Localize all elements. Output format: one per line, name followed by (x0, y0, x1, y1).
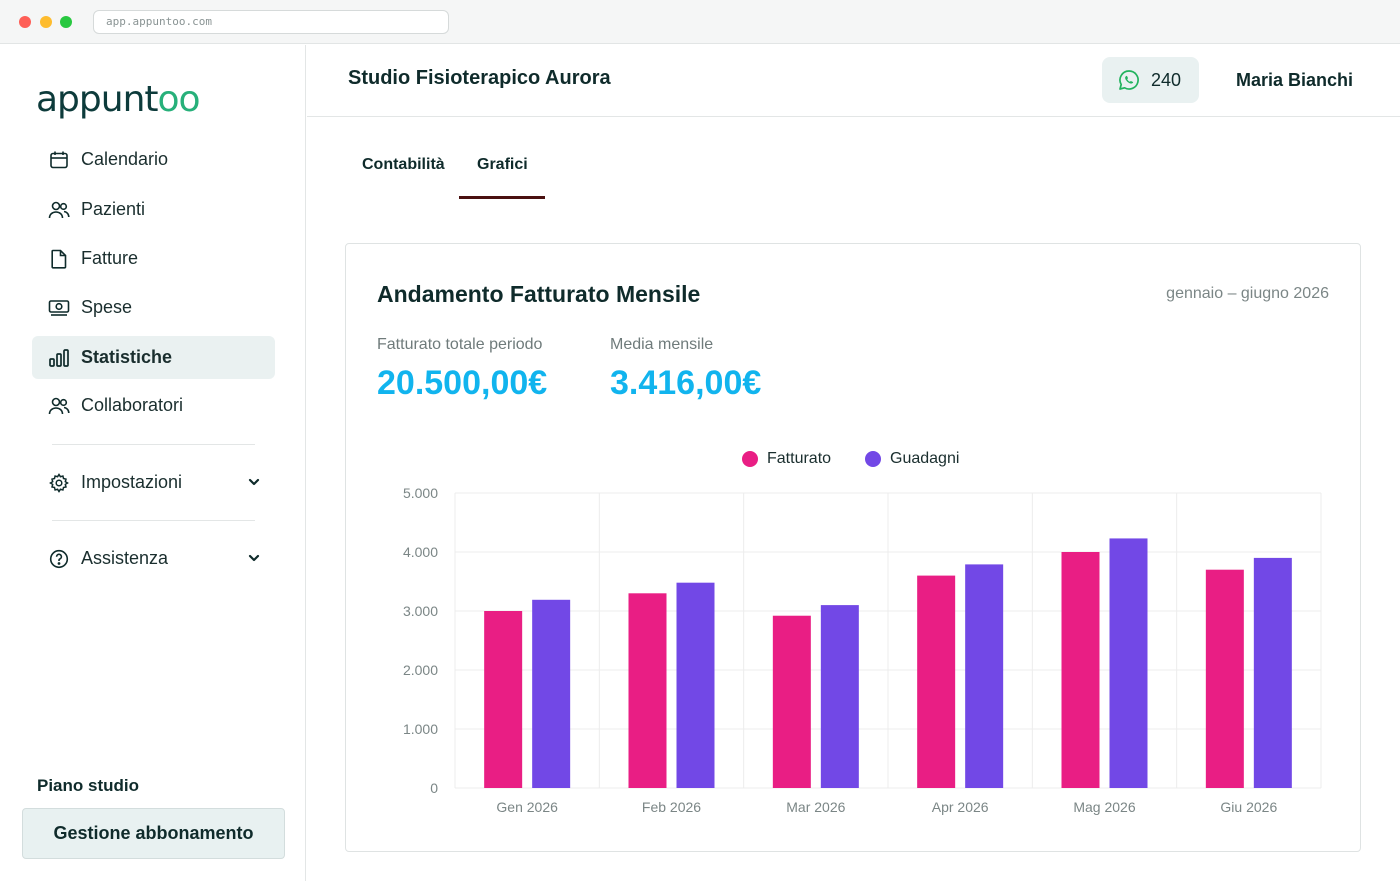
window-maximize-button[interactable] (60, 16, 72, 28)
help-icon (48, 548, 70, 570)
users-icon (48, 199, 70, 221)
kpi-total-value: 20.500,00€ (377, 364, 548, 402)
bar-fatturato (772, 615, 811, 788)
legend-swatch (865, 451, 881, 467)
x-tick-label: Apr 2026 (932, 799, 989, 815)
sidebar-item-label: Pazienti (81, 199, 146, 219)
sidebar-divider (52, 444, 255, 445)
kpi-total-label: Fatturato totale periodo (377, 336, 543, 353)
sidebar-item-label: Assistenza (81, 548, 169, 568)
x-tick-label: Mar 2026 (786, 799, 845, 815)
top-header: Studio Fisioterapico Aurora 240 Maria Bi… (307, 45, 1400, 117)
users-icon (48, 395, 70, 417)
browser-chrome: app.appuntoo.com (0, 0, 1400, 44)
tab-grafici[interactable]: Grafici (477, 156, 528, 173)
revenue-chart-card: Andamento Fatturato Mensile gennaio – gi… (345, 243, 1361, 852)
card-title: Andamento Fatturato Mensile (377, 281, 701, 307)
cash-icon (48, 297, 70, 319)
kpi-average-label: Media mensile (610, 336, 714, 353)
sidebar-item-label: Impostazioni (81, 472, 183, 492)
chevron-down-icon[interactable] (245, 549, 263, 567)
sidebar-item-label: Collaboratori (81, 395, 184, 415)
window-close-button[interactable] (19, 16, 31, 28)
bar-guadagni (1253, 557, 1292, 788)
sidebar-item-fatture[interactable]: Fatture (32, 237, 275, 280)
document-icon (48, 248, 70, 270)
sidebar-item-label: Statistiche (81, 347, 173, 367)
bar-guadagni (820, 605, 859, 788)
address-bar[interactable]: app.appuntoo.com (93, 10, 449, 34)
date-range: gennaio – giugno 2026 (1166, 285, 1329, 302)
sidebar: appuntoo Calendario Pazienti Fatture Spe… (0, 45, 306, 881)
sidebar-item-label: Calendario (81, 149, 169, 169)
studio-name: Studio Fisioterapico Aurora (348, 67, 611, 89)
user-menu[interactable]: Maria Bianchi (1236, 70, 1354, 90)
bar-fatturato (628, 593, 667, 788)
legend-item-guadagni[interactable]: Guadagni (865, 450, 959, 468)
active-tab-indicator (459, 196, 545, 199)
chevron-down-icon[interactable] (245, 473, 263, 491)
sidebar-item-assistenza[interactable]: Assistenza (32, 537, 275, 580)
y-tick-label: 4.000 (403, 544, 438, 560)
x-tick-label: Feb 2026 (642, 799, 701, 815)
sidebar-item-label: Fatture (81, 248, 139, 268)
y-tick-label: 1.000 (403, 721, 438, 737)
legend-swatch (742, 451, 758, 467)
bar-fatturato (1205, 569, 1244, 788)
whatsapp-credits-button[interactable]: 240 (1102, 57, 1199, 103)
y-tick-label: 5.000 (403, 485, 438, 501)
bar-fatturato (1061, 552, 1100, 788)
bar-guadagni (676, 582, 715, 788)
sidebar-item-label: Spese (81, 297, 133, 317)
whatsapp-count: 240 (1151, 69, 1182, 90)
window-minimize-button[interactable] (40, 16, 52, 28)
bar-chart-icon (48, 347, 70, 369)
kpi-average-value: 3.416,00€ (610, 364, 762, 402)
sidebar-divider (52, 520, 255, 521)
legend-item-fatturato[interactable]: Fatturato (742, 450, 831, 468)
bar-guadagni (965, 564, 1004, 788)
y-tick-label: 0 (430, 780, 438, 796)
y-tick-label: 2.000 (403, 662, 438, 678)
bar-guadagni (1109, 538, 1148, 788)
tab-contabilita[interactable]: Contabilità (362, 156, 445, 173)
sidebar-item-impostazioni[interactable]: Impostazioni (32, 461, 275, 504)
bar-chart: 0 1.000 2.000 3.000 4.000 5.000 Gen 2026 Feb 20… (403, 485, 1322, 815)
gear-icon (48, 472, 70, 494)
x-tick-label: Giu 2026 (1220, 799, 1277, 815)
x-tick-label: Gen 2026 (496, 799, 558, 815)
sidebar-item-calendario[interactable]: Calendario (32, 138, 275, 181)
plan-label: Piano studio (37, 776, 139, 795)
sidebar-item-statistiche[interactable]: Statistiche (32, 336, 275, 379)
sidebar-item-pazienti[interactable]: Pazienti (32, 188, 275, 231)
manage-subscription-button[interactable]: Gestione abbonamento (22, 808, 285, 859)
sidebar-item-collaboratori[interactable]: Collaboratori (32, 384, 275, 427)
calendar-icon (48, 149, 70, 171)
whatsapp-icon (1119, 70, 1139, 90)
sidebar-item-spese[interactable]: Spese (32, 286, 275, 329)
bar-fatturato (484, 611, 523, 788)
x-tick-label: Mag 2026 (1073, 799, 1135, 815)
y-tick-label: 3.000 (403, 603, 438, 619)
bar-fatturato (917, 575, 956, 788)
legend-label: Guadagni (890, 450, 960, 467)
bar-guadagni (532, 599, 571, 788)
legend-label: Fatturato (767, 450, 832, 467)
app-logo[interactable]: appuntoo (36, 79, 201, 120)
